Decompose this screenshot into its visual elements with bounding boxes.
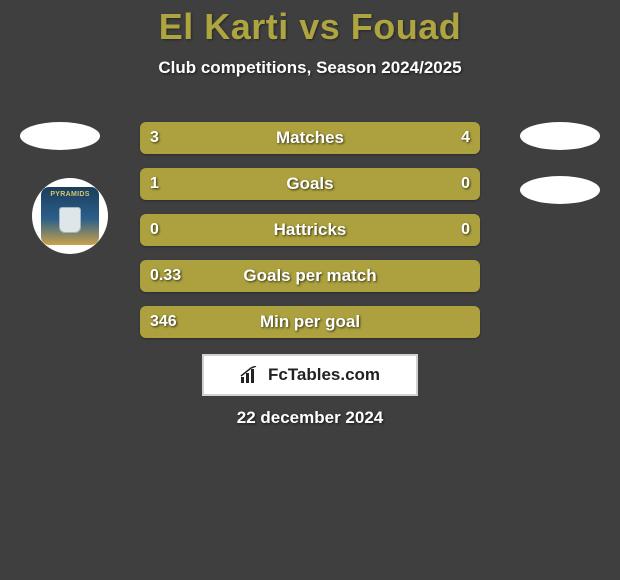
- stat-label: Matches: [140, 122, 480, 154]
- team-logo-shield-icon: [59, 207, 81, 233]
- stat-row-hattricks: 0 Hattricks 0: [140, 214, 480, 246]
- brand-text: FcTables.com: [268, 365, 380, 385]
- page-subtitle: Club competitions, Season 2024/2025: [0, 58, 620, 78]
- stat-label: Goals: [140, 168, 480, 200]
- team-logo-text: PYRAMIDS: [41, 191, 99, 198]
- stat-label: Hattricks: [140, 214, 480, 246]
- stat-row-min-per-goal: 346 Min per goal: [140, 306, 480, 338]
- stat-label: Goals per match: [140, 260, 480, 292]
- stat-row-goals-per-match: 0.33 Goals per match: [140, 260, 480, 292]
- stat-row-matches: 3 Matches 4: [140, 122, 480, 154]
- stats-rows: 3 Matches 4 1 Goals 0 0 Hattricks 0 0.33…: [140, 122, 480, 352]
- team-logo-inner: PYRAMIDS: [41, 187, 99, 245]
- stat-row-goals: 1 Goals 0: [140, 168, 480, 200]
- stat-value-right: 0: [461, 214, 470, 246]
- page-title: El Karti vs Fouad: [0, 0, 620, 48]
- team-logo-left: PYRAMIDS: [32, 178, 108, 254]
- brand-box[interactable]: FcTables.com: [202, 354, 418, 396]
- player-badge-left: [20, 122, 100, 150]
- player-badge-right-1: [520, 122, 600, 150]
- bar-chart-icon: [240, 366, 262, 384]
- stat-value-right: 4: [461, 122, 470, 154]
- stat-label: Min per goal: [140, 306, 480, 338]
- stat-value-right: 0: [461, 168, 470, 200]
- player-badge-right-2: [520, 176, 600, 204]
- date-text: 22 december 2024: [0, 408, 620, 428]
